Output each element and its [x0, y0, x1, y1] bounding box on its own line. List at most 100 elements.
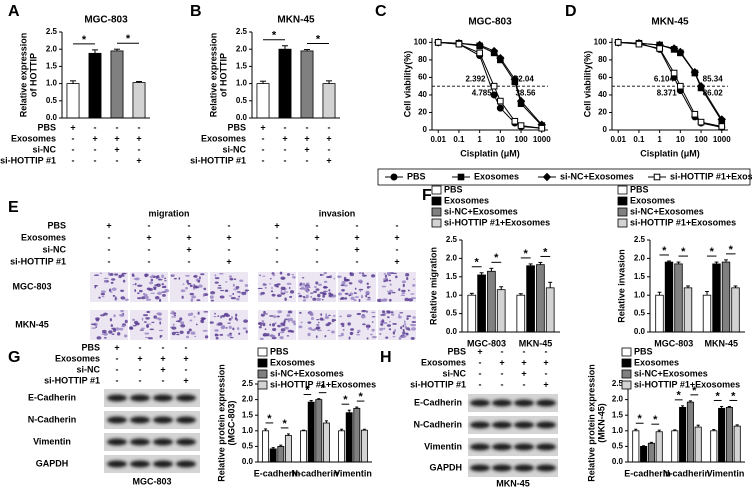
- bar: [315, 399, 323, 463]
- marker: [390, 173, 398, 181]
- cell: [173, 314, 177, 317]
- cell: [381, 285, 387, 288]
- y-tick-label: 60: [418, 73, 427, 82]
- cell: [221, 314, 226, 318]
- error-bar: [673, 429, 677, 431]
- legend-swatch: [617, 196, 628, 206]
- significance-label: *: [638, 413, 643, 425]
- legend-label: Exosomes: [444, 195, 489, 205]
- cell: [410, 297, 416, 300]
- legend-swatch: [431, 218, 442, 228]
- legend-label: PBS: [444, 184, 463, 194]
- protein-label: GAPDH: [36, 458, 69, 468]
- y-axis-label: of HOTTIP: [218, 53, 228, 97]
- cell: [407, 289, 410, 292]
- condition-sign: +: [160, 353, 165, 363]
- cell: [156, 283, 161, 287]
- bar: [307, 401, 315, 463]
- blot-bg: [468, 416, 558, 434]
- cell: [217, 315, 220, 318]
- cell: [179, 317, 183, 321]
- cell: [270, 334, 276, 338]
- bar: [322, 83, 336, 119]
- y-tick-label: 2.5: [446, 235, 458, 244]
- cell: [323, 280, 328, 283]
- legend-swatch: [621, 369, 632, 379]
- cell: [316, 297, 322, 302]
- cell: [177, 319, 181, 323]
- error-bar: [657, 429, 661, 432]
- cell: [213, 315, 217, 318]
- condition-label: Exosomes: [11, 133, 56, 143]
- cell: [366, 337, 369, 340]
- error-bar: [355, 406, 359, 409]
- error-bar: [479, 272, 484, 275]
- cell: [389, 283, 392, 286]
- x-tick-label: 0.01: [430, 135, 446, 144]
- cell: [180, 321, 185, 325]
- condition-sign: -: [479, 357, 482, 367]
- cell: [153, 287, 157, 291]
- blot-row: [468, 459, 558, 477]
- condition-sign: +: [226, 256, 231, 266]
- panel-letter: F: [422, 187, 432, 204]
- cell: [131, 273, 135, 277]
- y-tick-label: 1.0: [242, 426, 254, 435]
- y-axis-label: Relative invasion: [616, 249, 626, 323]
- cell: [197, 279, 201, 283]
- cell: [383, 322, 388, 324]
- cell: [360, 314, 366, 319]
- protein-label: Vimentin: [33, 436, 71, 446]
- condition-sign: -: [139, 375, 142, 385]
- bar: [640, 445, 648, 463]
- y-tick-label: 0.0: [242, 457, 254, 466]
- bar: [664, 261, 674, 333]
- bar: [655, 294, 664, 333]
- micrograph: [90, 272, 129, 302]
- marker: [670, 69, 678, 77]
- blot-row: [468, 416, 558, 434]
- marker: [497, 97, 504, 105]
- bar: [683, 287, 693, 333]
- y-tick-label: 2.5: [242, 379, 254, 388]
- cell: [200, 273, 205, 276]
- cell: [299, 311, 302, 314]
- cell: [388, 279, 392, 282]
- cell: [320, 313, 323, 316]
- condition-sign: +: [543, 357, 548, 367]
- cell: [189, 319, 193, 322]
- cell: [400, 326, 403, 330]
- x-axis-label: Cisplatin (μM): [640, 148, 700, 158]
- cell: [194, 335, 197, 338]
- series-line: [438, 41, 542, 129]
- cell: [164, 289, 170, 293]
- x-tick-label: Vimentin: [334, 468, 372, 478]
- cell: [120, 275, 125, 277]
- cell: [164, 277, 167, 280]
- legend-label: PBS: [634, 346, 653, 356]
- error-bar: [317, 398, 321, 400]
- cell: [152, 275, 156, 279]
- condition-sign: -: [356, 256, 359, 266]
- micrograph-bg: [170, 272, 208, 302]
- legend-swatch: [621, 347, 632, 357]
- cell: [359, 289, 362, 293]
- cell: [315, 326, 321, 330]
- cell: [141, 296, 146, 300]
- cell: [271, 286, 273, 290]
- blot-band: [176, 394, 196, 402]
- cell: [382, 310, 386, 314]
- cell: [171, 274, 175, 277]
- blot-band: [470, 421, 490, 429]
- cell: [377, 298, 382, 303]
- bar: [647, 442, 655, 463]
- cell: [229, 277, 234, 281]
- cell: [362, 272, 365, 275]
- marker: [516, 96, 526, 106]
- bar: [655, 431, 663, 463]
- cell: [348, 336, 351, 340]
- legend-label: si-NC+Exosomes: [634, 368, 708, 378]
- cell: [274, 321, 277, 325]
- cell: [144, 273, 148, 278]
- blot-band: [514, 443, 534, 451]
